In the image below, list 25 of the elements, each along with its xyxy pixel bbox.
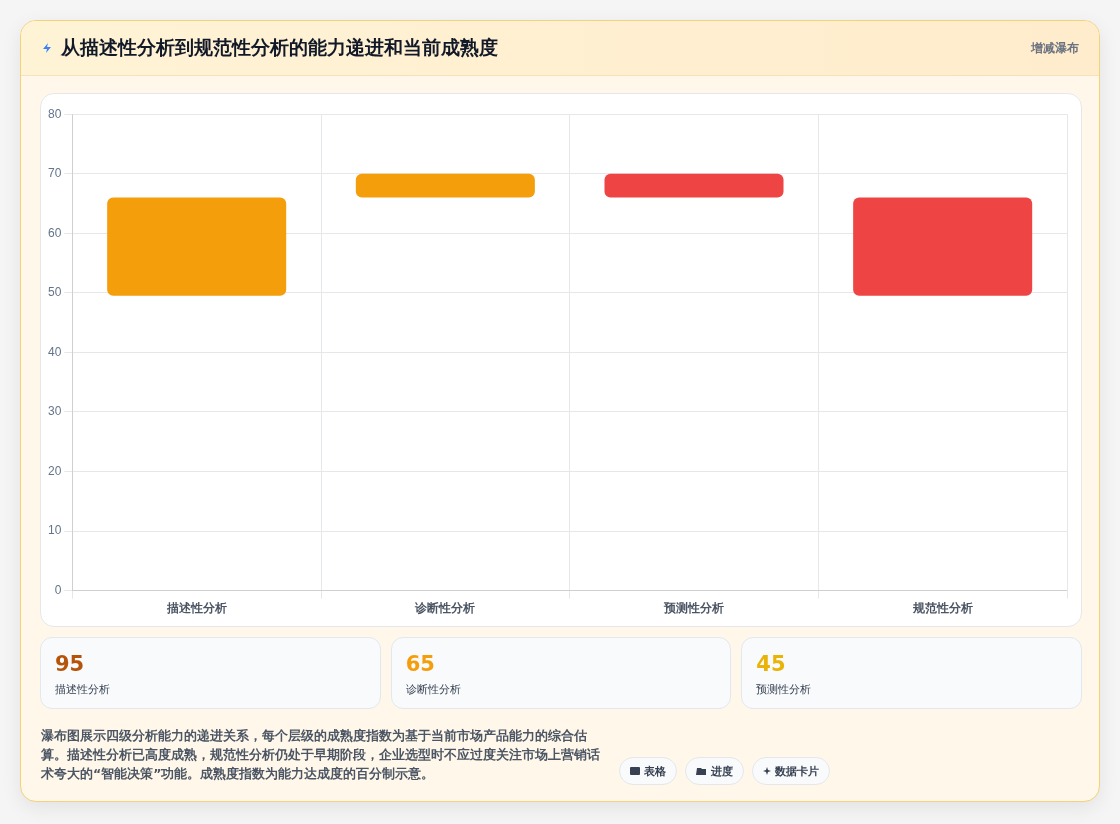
text: 表格 [644, 763, 666, 779]
y-tick-label: 20 [47, 463, 62, 478]
y-tick-label: 80 [47, 106, 62, 121]
text: 45 [756, 652, 787, 676]
y-tick-label: 70 [47, 166, 62, 181]
x-tick-label: 诊断性分析 [414, 600, 476, 615]
x-tick-label: 描述性分析 [165, 600, 227, 615]
text: 预测性分析 [756, 682, 813, 697]
y-tick-label: 60 [47, 225, 62, 240]
y-tick-label: 10 [47, 523, 62, 538]
y-tick-label: 30 [47, 404, 62, 419]
text: 瀑布图展示四级分析能力的递进关系，每个层级的成熟度指数为基于当前市场产品能力的综合估算。描述性分析已高度成熟，规范性分析仍处于早期阶段，企业选型时不应过度关注市场上营销话术夸大的“智能决策”功能。成熟度指数为能力达成度的百分制示意。 [41, 727, 601, 783]
text: 描述性分析 [55, 682, 111, 697]
chart-subtitle: 增减瀑布 [1031, 39, 1079, 57]
text: 进度 [711, 763, 733, 779]
x-tick-label: 规范性分析 [911, 600, 973, 615]
y-tick-label: 50 [47, 285, 62, 300]
text: 数据卡片 [775, 763, 819, 779]
y-tick-label: 40 [47, 344, 62, 359]
x-tick-label: 预测性分析 [663, 600, 725, 615]
text: 诊断性分析 [405, 682, 462, 697]
chart-title: 从描述性分析到规范性分析的能力递进和当前成熟度 [61, 35, 498, 60]
text: 65 [405, 652, 436, 676]
text: 95 [55, 652, 86, 676]
y-tick-label: 0 [54, 582, 62, 597]
